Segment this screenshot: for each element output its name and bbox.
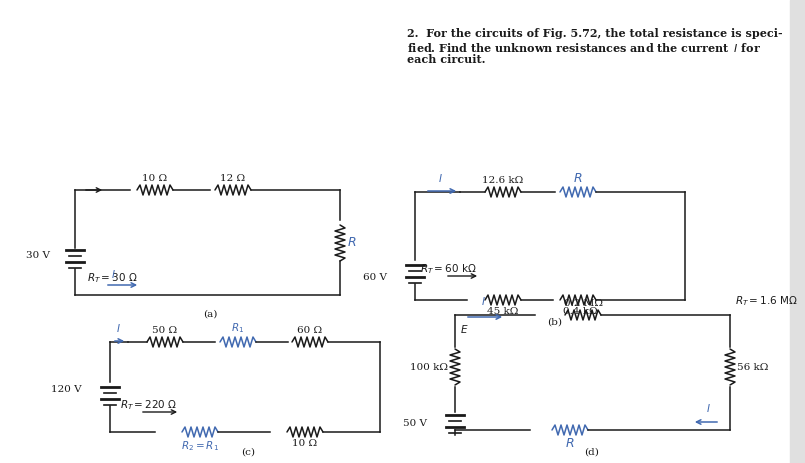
Text: 60 Ω: 60 Ω <box>297 326 323 335</box>
Text: 50 V: 50 V <box>403 419 427 428</box>
Text: $I$: $I$ <box>481 295 485 307</box>
Text: 0.4 kΩ: 0.4 kΩ <box>563 307 597 316</box>
Text: (a): (a) <box>203 310 217 319</box>
Text: 10 Ω: 10 Ω <box>292 439 317 448</box>
Text: (c): (c) <box>241 448 255 457</box>
Text: fied. Find the unknown resistances and the current  $I$ for: fied. Find the unknown resistances and t… <box>407 41 762 54</box>
Text: $R_T = 30\ \Omega$: $R_T = 30\ \Omega$ <box>87 271 138 285</box>
Text: (d): (d) <box>584 448 600 457</box>
Text: 60 V: 60 V <box>363 274 387 282</box>
Text: $R_T = 1.6\ \mathrm{M}\Omega$: $R_T = 1.6\ \mathrm{M}\Omega$ <box>735 294 798 308</box>
Text: 0.2 MΩ: 0.2 MΩ <box>564 299 602 308</box>
Text: 30 V: 30 V <box>26 250 50 259</box>
Text: 2.  For the circuits of Fig. 5.72, the total resistance is speci-: 2. For the circuits of Fig. 5.72, the to… <box>407 28 782 39</box>
Text: $I$: $I$ <box>116 322 121 334</box>
Text: 10 Ω: 10 Ω <box>142 174 167 183</box>
Text: 56 kΩ: 56 kΩ <box>737 363 769 371</box>
Text: 50 Ω: 50 Ω <box>152 326 178 335</box>
Text: 100 kΩ: 100 kΩ <box>410 363 448 371</box>
Text: $R_T = 60\ \mathrm{k}\Omega$: $R_T = 60\ \mathrm{k}\Omega$ <box>420 262 477 276</box>
Text: $R$: $R$ <box>573 172 583 185</box>
Text: each circuit.: each circuit. <box>407 54 485 65</box>
Text: 45 kΩ: 45 kΩ <box>487 307 518 316</box>
Text: $R$: $R$ <box>347 237 357 250</box>
Text: (b): (b) <box>547 318 563 327</box>
Text: $I$: $I$ <box>110 268 115 280</box>
Text: 12 Ω: 12 Ω <box>221 174 246 183</box>
Text: $R_2 = R_1$: $R_2 = R_1$ <box>181 439 219 453</box>
Text: 120 V: 120 V <box>52 386 82 394</box>
Text: $R_T = 220\ \Omega$: $R_T = 220\ \Omega$ <box>120 398 177 412</box>
Text: $I$: $I$ <box>438 172 443 184</box>
Text: $I$: $I$ <box>706 402 710 414</box>
Bar <box>790 0 805 463</box>
Text: $R$: $R$ <box>565 437 575 450</box>
Text: $E$: $E$ <box>460 323 469 335</box>
Text: 12.6 kΩ: 12.6 kΩ <box>482 176 523 185</box>
Text: $R_1$: $R_1$ <box>231 321 245 335</box>
